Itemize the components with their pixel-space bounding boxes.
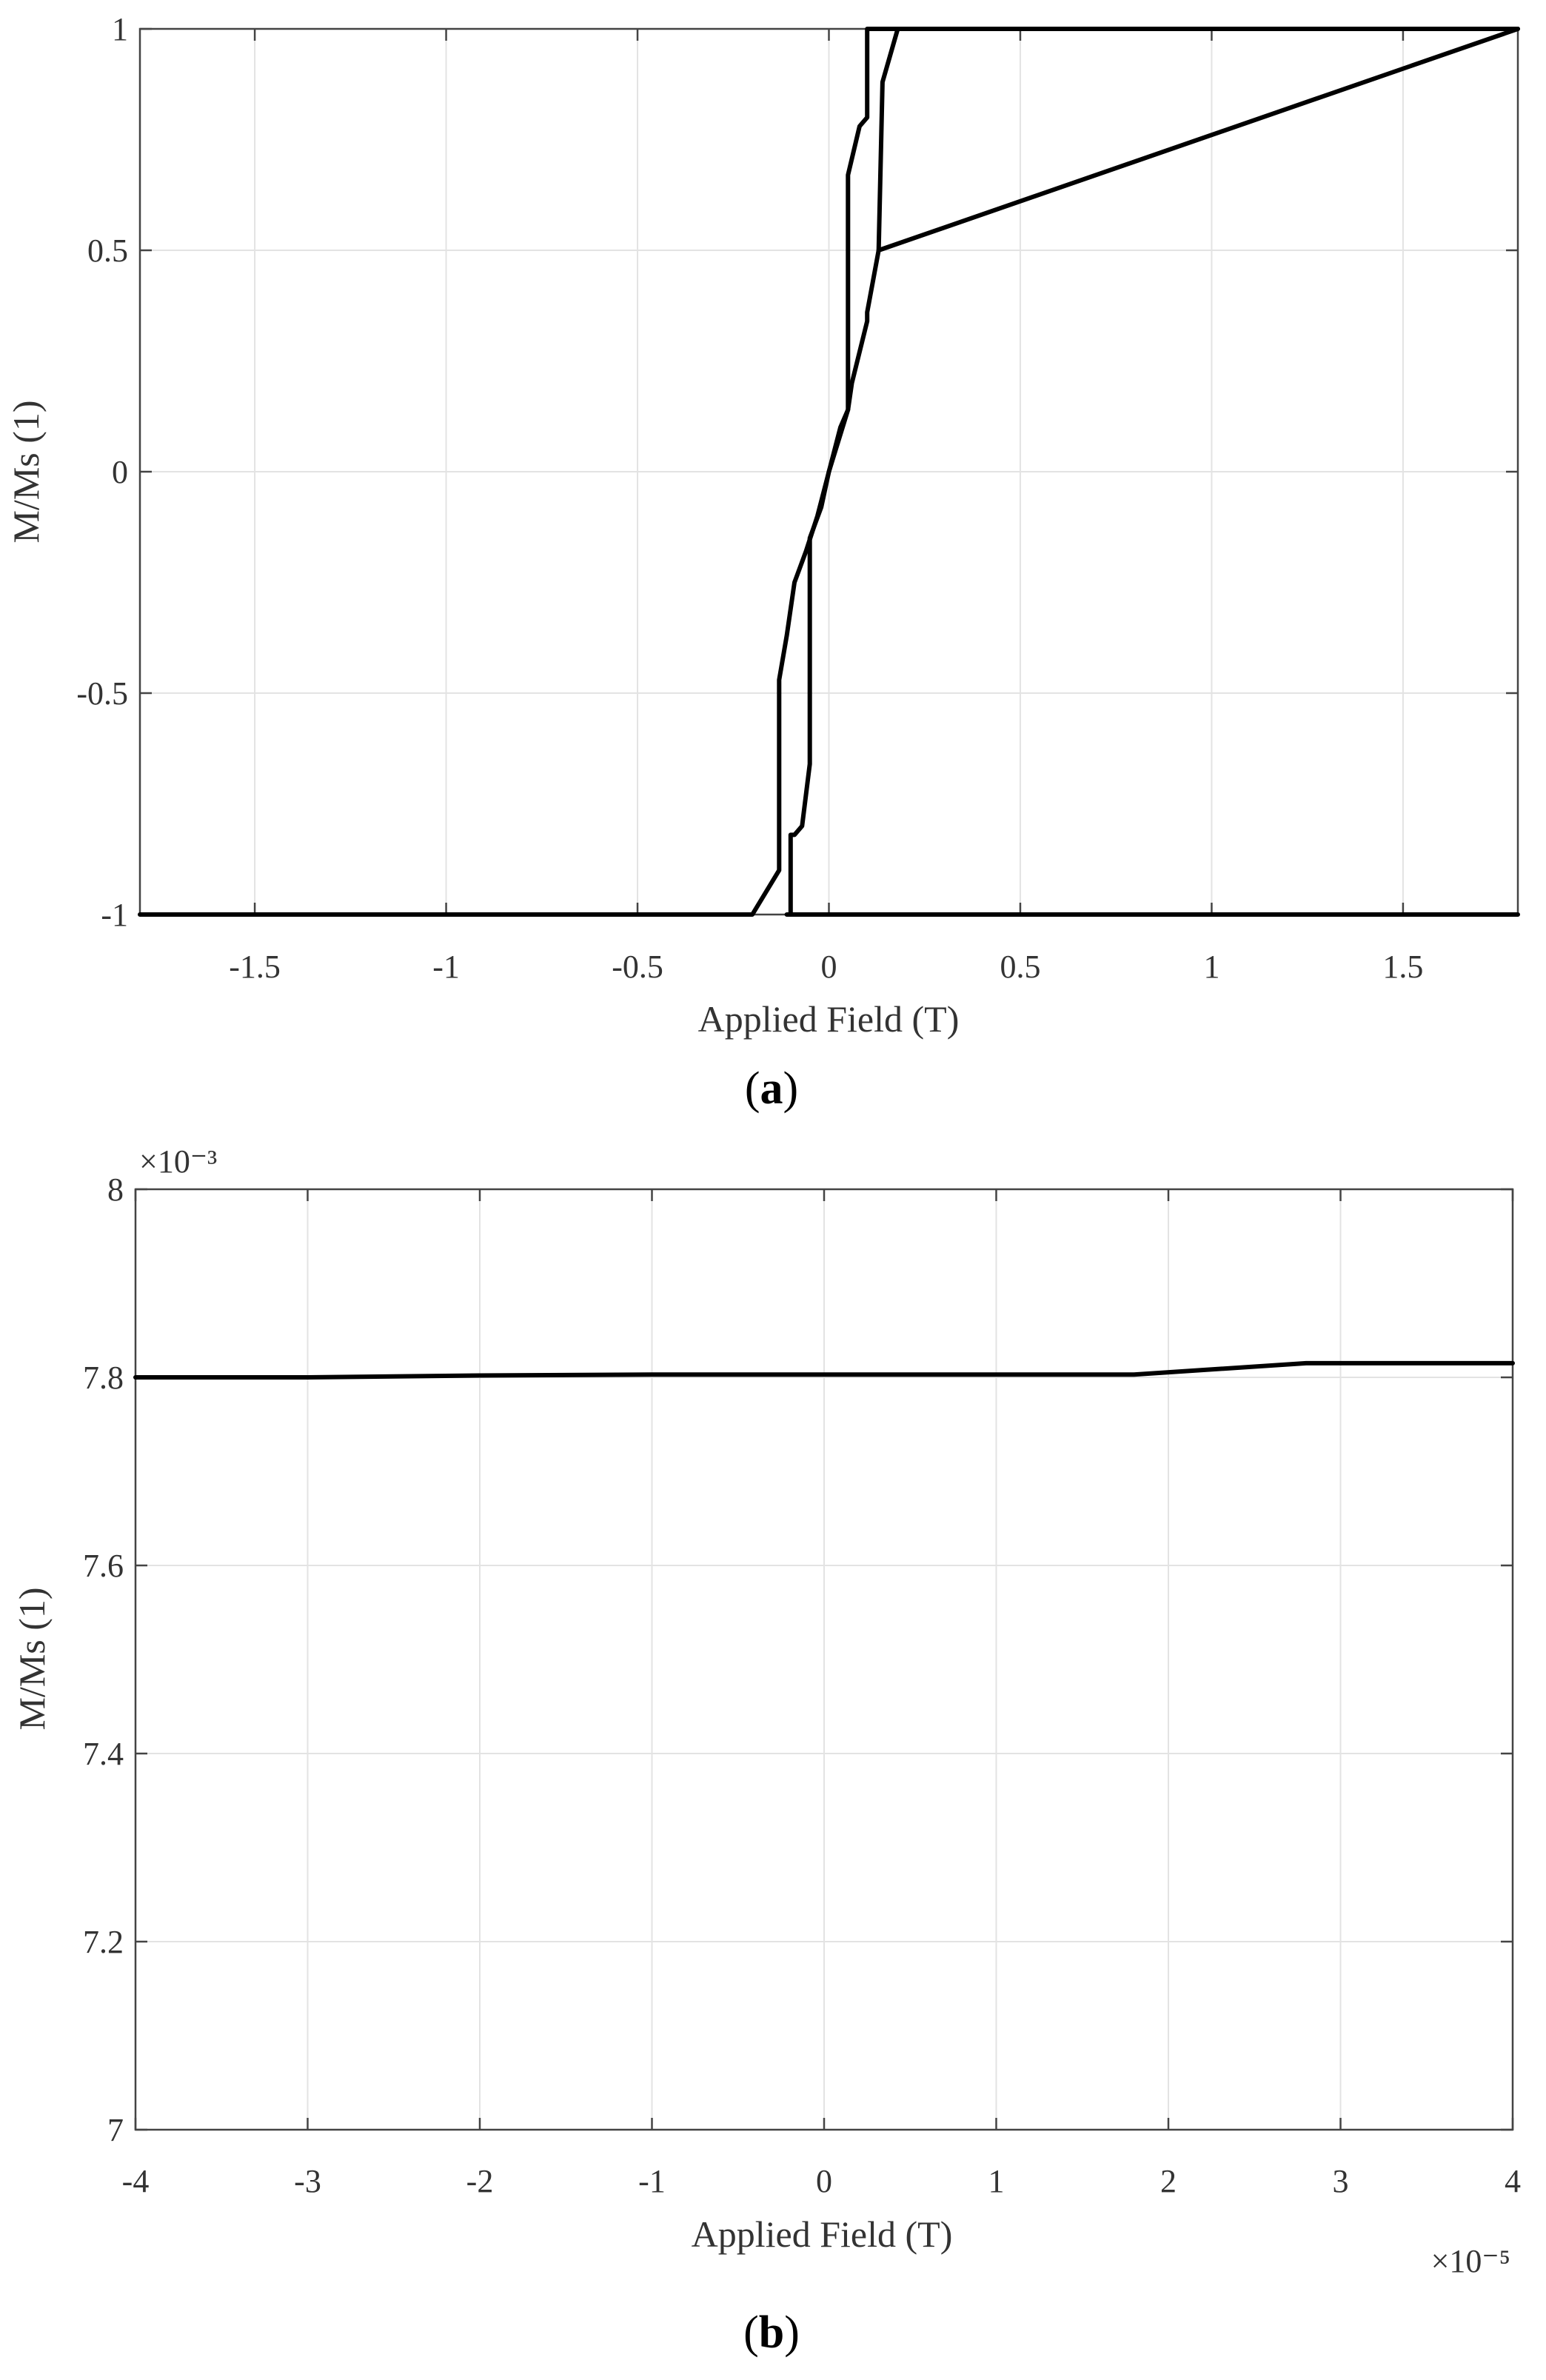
panel-b-gridlines	[135, 1189, 1513, 2130]
panel-a-y-tick-label: 0	[112, 454, 128, 490]
panel-a-y-tick-label: 0.5	[87, 233, 128, 269]
panel-a-y-tick-label: 1	[112, 11, 128, 47]
panel-a-x-axis-label: Applied Field (T)	[698, 998, 960, 1040]
panel-b-x-axis-label: Applied Field (T)	[692, 2213, 953, 2255]
panel-b-x-tick-label: 2	[1160, 2163, 1177, 2199]
panel-a-ticks: -1.5 -1 -0.5 0 0.5 1 1.5 1 0.5 0 -0.5 -1	[76, 11, 1518, 985]
panel-b-x-tick-label: -4	[122, 2163, 150, 2199]
panel-a-series-line-3	[876, 27, 900, 253]
panel-b-y-tick-label: 7.8	[83, 1360, 124, 1396]
panel-a-y-axis-label: M/Ms (1)	[5, 400, 47, 543]
panel-b-x-tick-label: -3	[294, 2163, 321, 2199]
panel-b-x-tick-label: 3	[1333, 2163, 1349, 2199]
panel-b-ticks: -4 -3 -2 -1 0 1 2 3 4 8 7.8 7.6 7.4 7.2 7	[83, 1171, 1521, 2199]
panel-b-x-tick-label: 1	[988, 2163, 1005, 2199]
panel-a-series-line-2	[784, 27, 1520, 917]
panel-b-y-tick-label: 7.2	[83, 1924, 124, 1960]
panel-a-x-tick-label: -0.5	[612, 949, 663, 985]
panel-a-chart: -1.5 -1 -0.5 0 0.5 1 1.5 1 0.5 0 -0.5 -1 Applied Fi…	[5, 11, 1520, 1114]
panel-a-x-tick-label: 0	[821, 949, 837, 985]
panel-b-y-tick-label: 8	[107, 1171, 124, 1208]
panel-a-x-tick-label: 1.5	[1382, 949, 1423, 985]
panel-b-y-axis-label: M/Ms (1)	[11, 1587, 53, 1730]
panel-a-x-tick-label: -1.5	[229, 949, 281, 985]
panel-a-caption: (a)	[745, 1063, 798, 1114]
panel-b-chart: -4 -3 -2 -1 0 1 2 3 487.87.67.47.27 ×10⁻³ ×10⁻⁵ …	[11, 1143, 1521, 2358]
panel-b-x-tick-label: -2	[466, 2163, 494, 2199]
panel-a-x-tick-label: 0.5	[1000, 949, 1040, 985]
panel-b-y-multiplier: ×10⁻³	[139, 1143, 217, 1180]
panel-b-x-tick-label: 0	[816, 2163, 832, 2199]
panel-b-series	[133, 1360, 1515, 1380]
panel-b-caption: (b)	[743, 2307, 800, 2358]
panel-a-series	[138, 27, 1520, 917]
panel-b-y-tick-label: 7	[107, 2112, 124, 2148]
panel-a-x-tick-label: -1	[432, 949, 460, 985]
panel-b-series-line-1	[133, 1360, 1515, 1380]
panel-b-x-tick-label: 4	[1505, 2163, 1521, 2199]
panel-b-x-tick-label: -1	[638, 2163, 666, 2199]
panel-b-x-multiplier: ×10⁻⁵	[1431, 2243, 1510, 2279]
panel-b-y-tick-label: 7.4	[83, 1736, 124, 1772]
panel-a-x-tick-label: 1	[1203, 949, 1219, 985]
panel-a-y-tick-label: -1	[101, 897, 128, 933]
panel-b-y-tick-label: 7.6	[83, 1548, 124, 1584]
panel-a-y-tick-label: -0.5	[76, 675, 128, 712]
